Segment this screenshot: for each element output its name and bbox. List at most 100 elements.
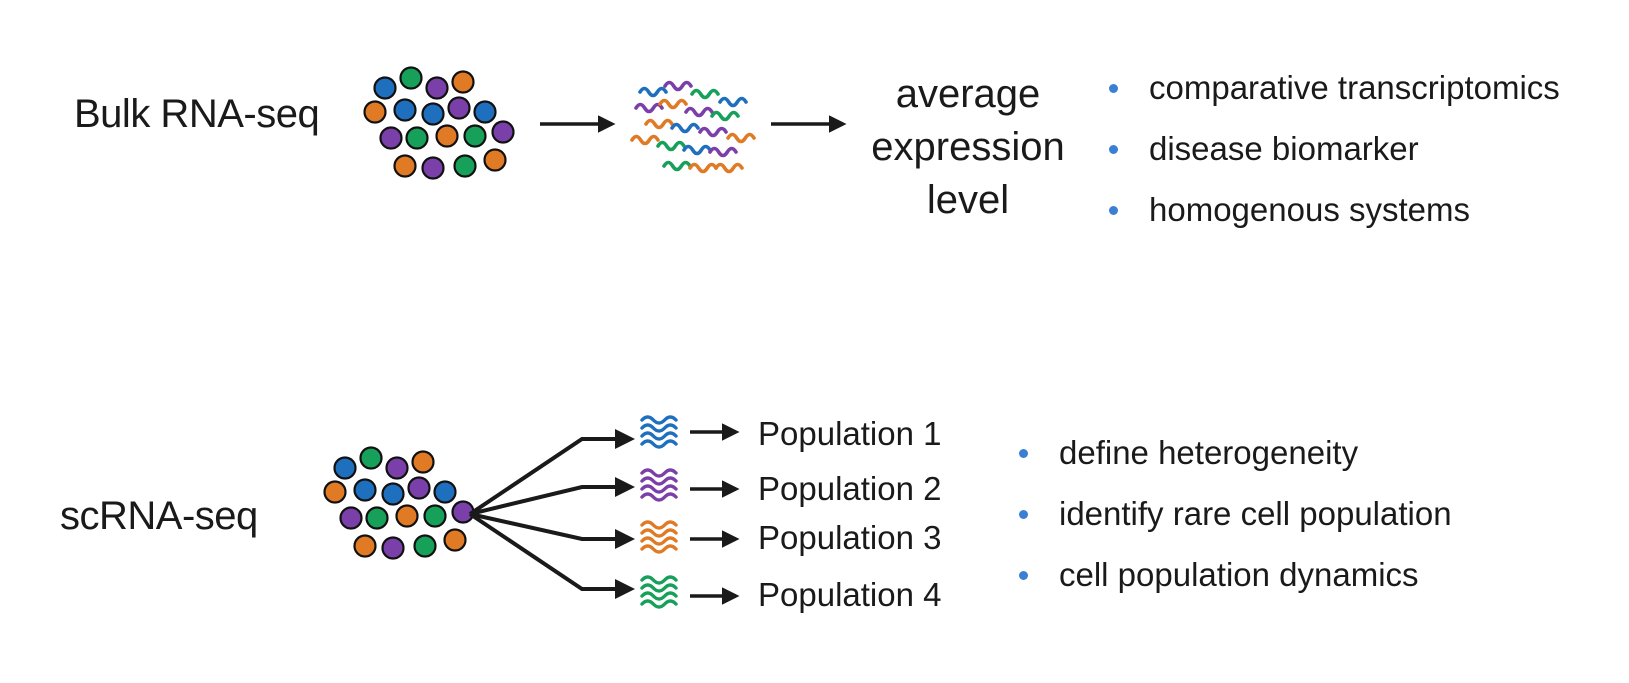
- cell-icon: [433, 480, 457, 504]
- rna-squiggle-icon: [708, 146, 738, 158]
- rna-squiggle-icon: [634, 102, 664, 114]
- population-arrows: [690, 423, 740, 605]
- scrna-seq-label: scRNA-seq: [60, 494, 258, 538]
- branch-arrow-4: [468, 512, 635, 599]
- bulk-bullet-list: comparative transcriptomics disease biom…: [1109, 68, 1560, 251]
- cell-icon: [333, 456, 357, 480]
- cell-icon: [381, 536, 405, 560]
- rna-stack-icon: [640, 520, 678, 530]
- rna-squiggle-icon: [663, 80, 693, 92]
- bullet-dot-icon: [1019, 510, 1028, 519]
- rna-stack-icon: [640, 415, 678, 425]
- bullet-text: cell population dynamics: [1059, 556, 1419, 593]
- cell-icon: [407, 476, 431, 500]
- cell-icon: [393, 154, 417, 178]
- cell-icon: [405, 126, 429, 150]
- population-2-label: Population 2: [758, 470, 942, 507]
- cell-icon: [463, 124, 487, 148]
- rna-squiggle-icon: [688, 162, 718, 174]
- average-expression-level-text: average expression level: [848, 68, 1088, 227]
- cell-icon: [423, 504, 447, 528]
- cell-icon: [339, 506, 363, 530]
- cell-icon: [381, 482, 405, 506]
- cell-icon: [363, 100, 387, 124]
- rna-squiggle-icon: [658, 98, 688, 110]
- cell-icon: [483, 148, 507, 172]
- bullet-text: identify rare cell population: [1059, 495, 1452, 532]
- cell-icon: [425, 76, 449, 100]
- bullet-dot-icon: [1109, 145, 1118, 154]
- bullet-dot-icon: [1109, 84, 1118, 93]
- sc-bullet-list: define heterogeneity identify rare cell …: [1019, 433, 1452, 616]
- sc-cell-cluster: [323, 446, 475, 560]
- rna-stack-icon: [640, 468, 678, 478]
- rna-stack-icon: [640, 423, 678, 433]
- rna-squiggle-icon: [662, 160, 692, 172]
- bullet-text: comparative transcriptomics: [1149, 69, 1560, 106]
- sc-bullet-item: cell population dynamics: [1019, 555, 1452, 616]
- sc-branch-arrows: [468, 429, 635, 599]
- cell-icon: [373, 76, 397, 100]
- rna-stack-icon: [640, 536, 678, 546]
- rna-squiggle-icon: [690, 88, 720, 100]
- cell-icon: [395, 504, 419, 528]
- cell-icon: [393, 98, 417, 122]
- bullet-dot-icon: [1109, 206, 1118, 215]
- cell-icon: [399, 66, 423, 90]
- cell-icon: [421, 156, 445, 180]
- result-line-3: level: [926, 178, 1010, 222]
- bulk-cell-cluster: [363, 66, 515, 180]
- cell-icon: [453, 154, 477, 178]
- rna-stack-icon: [640, 583, 678, 593]
- rna-squiggle-icon: [644, 118, 674, 130]
- rna-squiggle-icon: [714, 162, 744, 174]
- bulk-rna-seq-label: Bulk RNA-seq: [74, 92, 320, 136]
- bullet-dot-icon: [1019, 449, 1028, 458]
- cell-icon: [353, 478, 377, 502]
- population-4-label: Population 4: [758, 576, 942, 613]
- sc-rna-stacks: [640, 415, 678, 609]
- rna-squiggle-icon: [710, 110, 740, 122]
- result-line-2: expression: [871, 125, 1065, 169]
- cell-icon: [451, 70, 475, 94]
- rna-squiggle-icon: [638, 86, 668, 98]
- bulk-bullet-item: disease biomarker: [1109, 129, 1560, 190]
- branch-arrow-2: [469, 477, 635, 516]
- rna-stack-icon: [640, 431, 678, 441]
- cell-icon: [359, 446, 383, 470]
- rna-stack-icon: [640, 528, 678, 538]
- cell-icon: [385, 456, 409, 480]
- cell-icon: [353, 534, 377, 558]
- rna-stack-icon: [640, 544, 678, 554]
- cell-icon: [365, 506, 389, 530]
- rna-squiggle-icon: [726, 132, 756, 144]
- bulk-rna-squiggles: [630, 80, 756, 174]
- cell-icon: [435, 124, 459, 148]
- rna-stack-icon: [640, 599, 678, 609]
- rna-squiggle-icon: [630, 134, 660, 146]
- bullet-dot-icon: [1019, 571, 1028, 580]
- cell-icon: [323, 480, 347, 504]
- rna-squiggle-icon: [698, 126, 728, 138]
- cell-icon: [447, 96, 471, 120]
- result-line-1: average: [895, 72, 1041, 116]
- cell-icon: [443, 528, 467, 552]
- cell-icon: [491, 120, 515, 144]
- cell-icon: [473, 100, 497, 124]
- rna-stack-icon: [640, 484, 678, 494]
- rna-stack-icon: [640, 575, 678, 585]
- cell-icon: [411, 450, 435, 474]
- rna-squiggle-icon: [684, 106, 714, 118]
- population-1-label: Population 1: [758, 415, 942, 452]
- bullet-text: homogenous systems: [1149, 191, 1470, 228]
- rna-stack-icon: [640, 439, 678, 449]
- cell-icon: [421, 102, 445, 126]
- rna-stack-icon: [640, 476, 678, 486]
- sc-bullet-item: define heterogeneity: [1019, 433, 1452, 494]
- bullet-text: define heterogeneity: [1059, 434, 1359, 471]
- rna-squiggle-icon: [718, 96, 748, 108]
- population-3-label: Population 3: [758, 519, 942, 556]
- rna-stack-icon: [640, 591, 678, 601]
- cell-icon: [379, 126, 403, 150]
